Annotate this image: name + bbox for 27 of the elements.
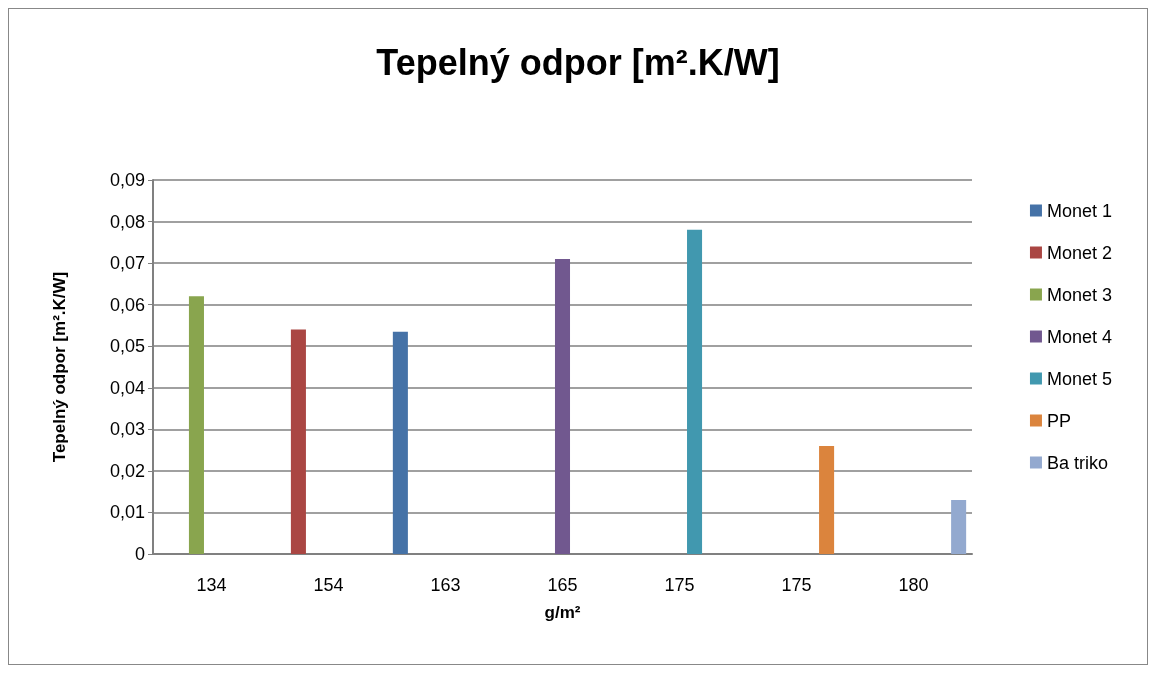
y-tick-label: 0 — [134, 544, 145, 564]
legend-label: Monet 4 — [1046, 326, 1113, 347]
x-tick-label: 154 — [313, 575, 344, 595]
y-tick-label: 0,05 — [109, 336, 145, 357]
x-tick-label: 163 — [430, 575, 461, 595]
y-tick-label: 0,03 — [109, 419, 145, 440]
x-axis-title: g/m² — [544, 603, 581, 622]
y-tick-label: 0,09 — [109, 170, 145, 190]
x-tick-label: 165 — [547, 575, 578, 595]
y-tick-label: 0,02 — [109, 460, 145, 481]
x-tick-label: 175 — [664, 575, 695, 595]
x-tick-label: 175 — [781, 575, 812, 595]
y-axis-title: Tepelný odpor [m².K/W] — [50, 271, 69, 463]
y-tick-label: 0,01 — [109, 502, 145, 523]
chart-title: Tepelný odpor [m².K/W] — [376, 41, 780, 83]
y-tick-label: 0,07 — [109, 253, 145, 274]
legend-label: Monet 5 — [1046, 368, 1113, 389]
legend-label: PP — [1046, 410, 1071, 431]
y-tick-label: 0,04 — [109, 377, 145, 398]
y-tick-label: 0,08 — [109, 211, 145, 232]
legend-label: Monet 3 — [1046, 284, 1113, 305]
y-tick-label: 0,06 — [109, 294, 145, 315]
x-tick-label: 180 — [898, 575, 929, 595]
x-tick-label: 134 — [196, 575, 227, 595]
legend-label: Monet 2 — [1046, 242, 1113, 263]
legend-label: Monet 1 — [1046, 200, 1113, 221]
legend-label: Ba triko — [1046, 452, 1108, 473]
